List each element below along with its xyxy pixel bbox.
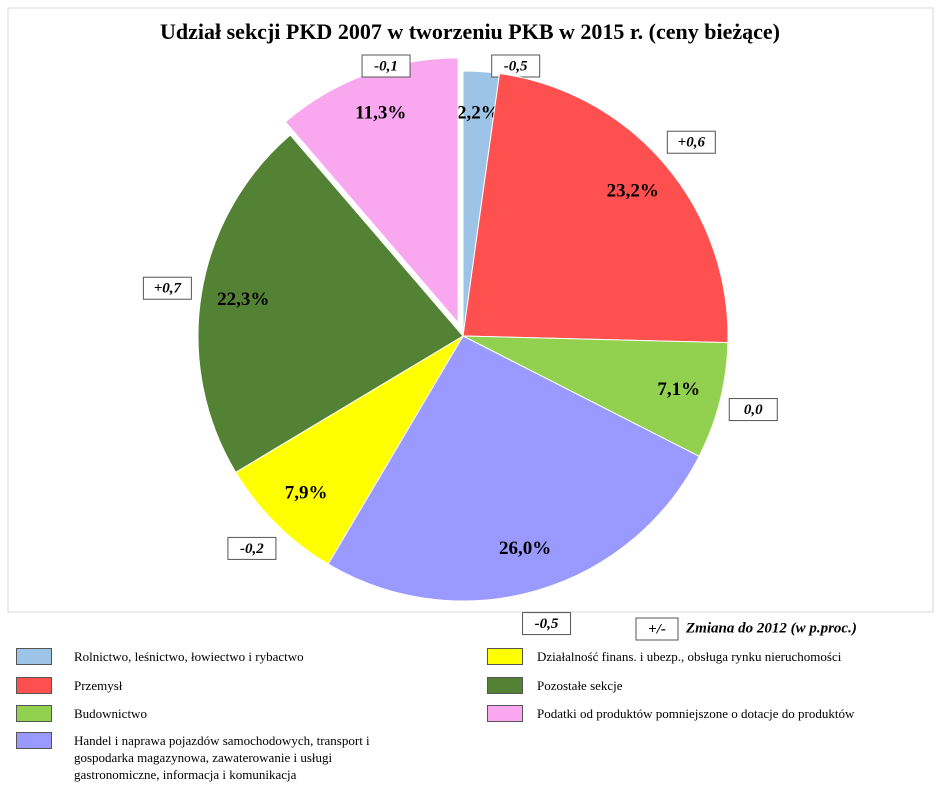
pie-slice: [462, 72, 729, 344]
change-label: -0,5: [535, 616, 559, 632]
pie-slice: [462, 335, 729, 457]
change-box: [361, 54, 411, 78]
change-box: [666, 130, 716, 154]
legend-label: Przemysł: [74, 678, 123, 693]
legend-swatch: [487, 648, 523, 665]
legend-label: Budownictwo: [74, 706, 147, 721]
legend-swatch: [487, 677, 523, 694]
pie-slice: [235, 335, 464, 565]
change-box: [728, 398, 778, 422]
legend-label: Pozostałe sekcje: [537, 678, 623, 693]
legend-label: Podatki od produktów pomniejszone o dota…: [537, 706, 855, 721]
legend-swatch: [487, 705, 523, 722]
legend-swatch: [16, 648, 52, 665]
change-label: -0,5: [504, 58, 528, 74]
legend-label: Działalność finans. i ubezp., obsługa ry…: [537, 649, 842, 664]
change-label: -0,2: [240, 541, 264, 557]
legend-label: Handel i naprawa pojazdów samochodowych,…: [74, 733, 370, 782]
note-box: [635, 617, 679, 641]
change-label: +0,7: [154, 281, 182, 297]
change-label: 0,0: [744, 402, 763, 418]
legend-swatch: [16, 677, 52, 694]
legend-label: Rolnictwo, leśnictwo, łowiectwo i rybact…: [74, 649, 304, 664]
change-box: [227, 536, 277, 560]
change-label: +0,6: [678, 135, 706, 151]
value-label: 7,1%: [657, 379, 700, 400]
pie-slice: [197, 134, 464, 474]
change-box: [522, 612, 572, 636]
legend-swatch: [16, 705, 52, 722]
note-text: Zmiana do 2012 (w p.proc.): [685, 620, 857, 636]
value-label: 22,3%: [217, 289, 269, 310]
value-label: 2,2%: [457, 102, 500, 123]
chart-title: Udział sekcji PKD 2007 w tworzeniu PKB w…: [160, 19, 780, 44]
change-box: [142, 276, 192, 300]
value-label: 26,0%: [499, 538, 551, 559]
change-label: -0,1: [374, 58, 398, 74]
value-label: 7,9%: [285, 482, 328, 503]
chart-frame: [7, 7, 934, 613]
value-label: 11,3%: [355, 103, 406, 124]
pie-slice: [327, 335, 700, 602]
legend-swatch: [16, 732, 52, 749]
note-key: +/-: [648, 621, 666, 637]
value-label: 23,2%: [607, 180, 659, 201]
